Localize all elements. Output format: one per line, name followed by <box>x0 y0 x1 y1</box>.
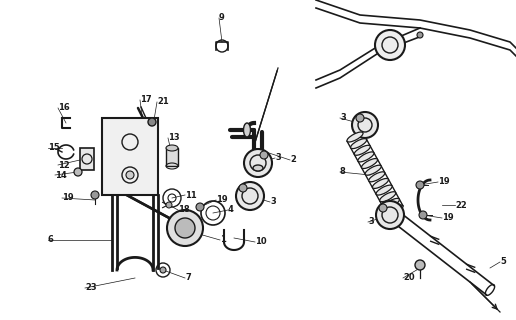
Text: 19: 19 <box>438 178 449 187</box>
Ellipse shape <box>350 139 367 148</box>
Circle shape <box>196 203 204 211</box>
Text: 22: 22 <box>455 201 467 210</box>
Circle shape <box>236 182 264 210</box>
Text: 11: 11 <box>185 190 197 199</box>
Circle shape <box>244 149 272 177</box>
Text: 16: 16 <box>58 103 70 113</box>
Text: 9: 9 <box>219 13 225 22</box>
Ellipse shape <box>354 145 370 155</box>
Ellipse shape <box>358 152 374 162</box>
Ellipse shape <box>244 123 250 137</box>
Ellipse shape <box>253 165 263 171</box>
Circle shape <box>260 151 268 159</box>
Ellipse shape <box>383 198 399 208</box>
Text: 13: 13 <box>168 133 180 142</box>
Circle shape <box>166 202 172 208</box>
Ellipse shape <box>373 179 389 188</box>
Text: 4: 4 <box>228 205 234 214</box>
Text: 3: 3 <box>275 154 281 163</box>
Text: 20: 20 <box>403 274 415 283</box>
Circle shape <box>167 210 203 246</box>
Ellipse shape <box>376 185 392 195</box>
Text: 14: 14 <box>55 171 67 180</box>
Text: 6: 6 <box>48 236 54 244</box>
Text: 17: 17 <box>140 95 152 105</box>
Ellipse shape <box>387 205 403 215</box>
Text: 3: 3 <box>340 114 346 123</box>
Circle shape <box>160 267 166 273</box>
Text: 10: 10 <box>255 237 267 246</box>
Bar <box>166 148 178 166</box>
Circle shape <box>419 211 427 219</box>
Circle shape <box>376 201 404 229</box>
Circle shape <box>416 181 424 189</box>
Ellipse shape <box>369 172 385 182</box>
Text: 19: 19 <box>442 213 454 222</box>
Circle shape <box>379 204 387 212</box>
Text: 21: 21 <box>157 98 169 107</box>
Text: 3: 3 <box>368 218 374 227</box>
Ellipse shape <box>380 192 396 202</box>
Text: 19: 19 <box>62 194 74 203</box>
Circle shape <box>352 112 378 138</box>
Text: 23: 23 <box>85 284 96 292</box>
Text: 5: 5 <box>500 258 506 267</box>
Circle shape <box>356 114 364 122</box>
Bar <box>80 148 94 170</box>
Circle shape <box>375 30 405 60</box>
Circle shape <box>91 191 99 199</box>
Circle shape <box>417 32 423 38</box>
Bar <box>102 118 158 195</box>
Ellipse shape <box>362 158 378 169</box>
Text: 19: 19 <box>216 196 228 204</box>
Circle shape <box>126 171 134 179</box>
Circle shape <box>148 118 156 126</box>
Ellipse shape <box>365 165 381 175</box>
Circle shape <box>415 260 425 270</box>
Circle shape <box>74 168 82 176</box>
Circle shape <box>239 184 247 192</box>
Text: 18: 18 <box>178 205 189 214</box>
Text: 15: 15 <box>48 143 60 153</box>
Circle shape <box>175 218 195 238</box>
Text: 2: 2 <box>290 156 296 164</box>
Text: 12: 12 <box>58 161 70 170</box>
Text: 1: 1 <box>220 236 226 244</box>
Text: 8: 8 <box>340 167 346 177</box>
Text: 3: 3 <box>270 197 276 206</box>
Ellipse shape <box>347 132 363 142</box>
Ellipse shape <box>166 145 178 151</box>
Text: 7: 7 <box>185 274 191 283</box>
